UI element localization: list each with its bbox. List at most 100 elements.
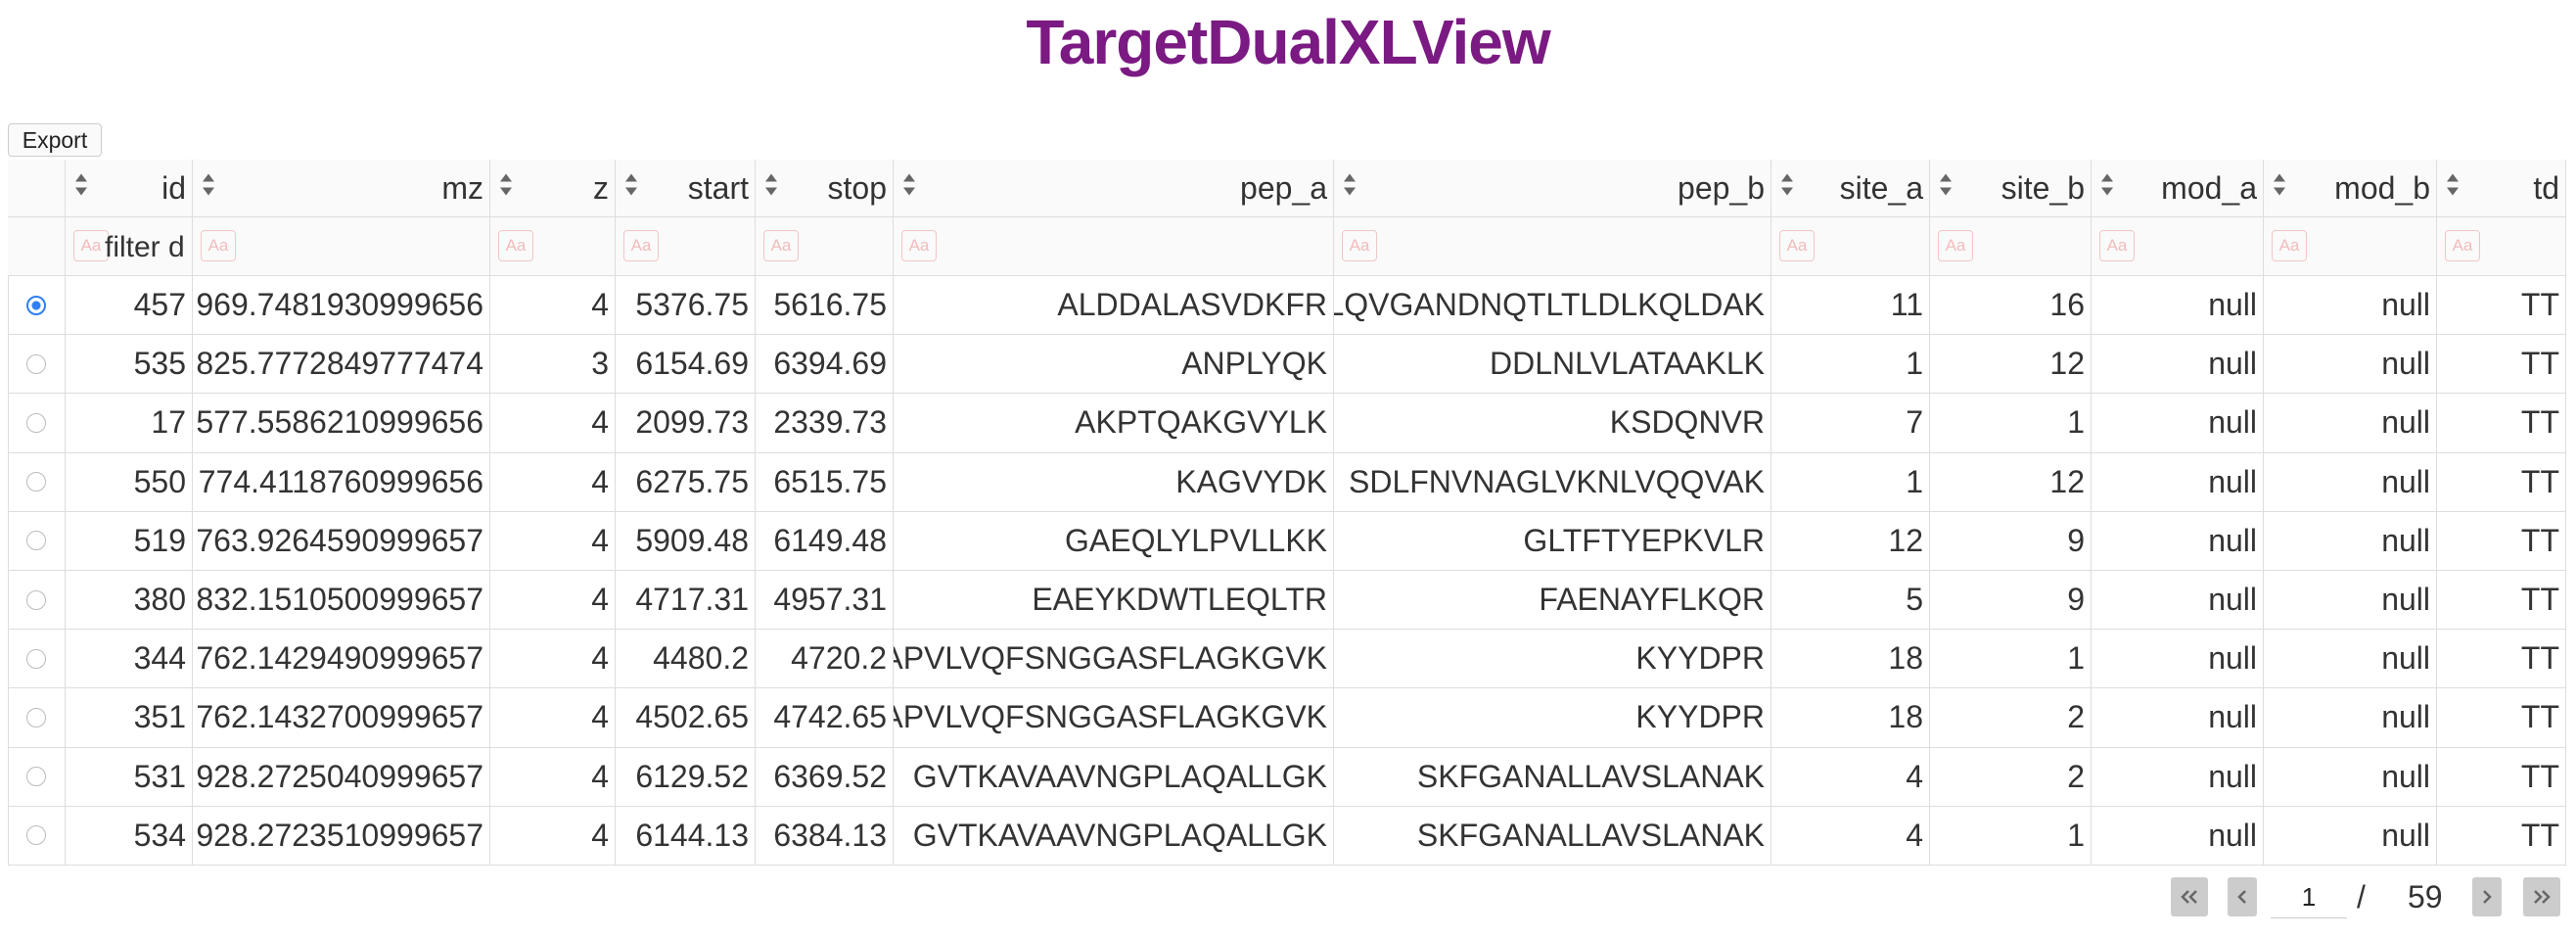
table-cell: TT (2437, 747, 2566, 807)
sort-icon[interactable] (1342, 170, 1357, 207)
table-cell: 12 (1930, 335, 2092, 395)
filter-icon[interactable]: Aa (2445, 230, 2480, 261)
table-cell: KYYDPR (1334, 688, 1771, 748)
table-cell: TT (2437, 452, 2566, 512)
table-cell: null (2092, 511, 2264, 571)
sort-icon[interactable] (73, 170, 89, 207)
header-cell[interactable]: site_b (1930, 160, 2092, 217)
header-cell[interactable]: stop (756, 160, 894, 217)
row-radio[interactable] (26, 767, 46, 787)
table-cell: null (2264, 276, 2437, 336)
header-cell[interactable]: site_a (1771, 160, 1930, 217)
table-cell: null (2264, 630, 2437, 689)
prev-page-button[interactable] (2228, 877, 2257, 916)
table-cell: 762.1432700999657 (193, 688, 490, 748)
row-radio[interactable] (26, 353, 46, 374)
filter-icon[interactable]: Aa (901, 230, 937, 261)
row-radio[interactable] (26, 825, 46, 846)
row-radio[interactable] (26, 472, 46, 492)
table-cell: KAGVYDK (894, 452, 1334, 512)
sort-icon[interactable] (498, 170, 514, 207)
sort-icon[interactable] (763, 170, 779, 207)
table-cell: ALDDALASVDKFR (894, 276, 1334, 336)
table-cell: 6129.52 (616, 747, 756, 807)
sort-icon[interactable] (1938, 170, 1954, 207)
table-cell: 5 (1771, 571, 1930, 631)
table-cell: 763.9264590999657 (193, 511, 490, 571)
filter-icon[interactable]: Aa (1938, 230, 1973, 261)
filter-cell: Aa (193, 217, 490, 276)
sort-icon[interactable] (201, 170, 216, 207)
table-cell: 12 (1930, 452, 2092, 512)
sort-icon[interactable] (2272, 170, 2287, 207)
table-cell: null (2092, 394, 2264, 453)
header-cell[interactable]: pep_b (1334, 160, 1771, 217)
header-cell (8, 160, 66, 217)
page-input[interactable]: 1 (2271, 877, 2347, 918)
table-cell: 4 (490, 276, 616, 336)
first-page-button[interactable] (2171, 877, 2208, 916)
filter-icon[interactable]: Aa (73, 230, 109, 261)
export-button[interactable]: Export (8, 123, 102, 157)
header-cell[interactable]: pep_a (894, 160, 1334, 217)
table-cell: 1 (1771, 335, 1930, 395)
filter-placeholder[interactable]: filter d (105, 231, 185, 263)
table-cell: APVLVQFSNGGASFLAGKGVK (894, 688, 1334, 748)
header-cell[interactable]: start (616, 160, 756, 217)
header-cell[interactable]: mz (193, 160, 490, 217)
last-page-button[interactable] (2523, 877, 2560, 916)
row-radio[interactable] (26, 589, 46, 610)
sort-icon[interactable] (2099, 170, 2115, 207)
table-cell: 4720.2 (756, 630, 894, 689)
table-cell: 969.7481930999656 (193, 276, 490, 336)
sort-icon[interactable] (623, 170, 639, 207)
filter-icon[interactable]: Aa (201, 230, 236, 261)
header-cell[interactable]: z (490, 160, 616, 217)
page-total: 59 (2408, 878, 2443, 915)
table-cell: null (2092, 335, 2264, 395)
table-cell: TT (2437, 571, 2566, 631)
table-cell: 2 (1930, 688, 2092, 748)
table-cell: 6384.13 (756, 806, 894, 866)
sort-icon[interactable] (2445, 170, 2461, 207)
filter-cell: Aa (2437, 217, 2566, 276)
filter-icon[interactable]: Aa (498, 230, 533, 261)
table-cell: 2339.73 (756, 394, 894, 453)
filter-icon[interactable]: Aa (763, 230, 799, 261)
column-header: site_a (1839, 169, 1923, 206)
filter-icon[interactable]: Aa (2272, 230, 2307, 261)
column-header: mz (441, 169, 483, 206)
table-cell: 928.2725040999657 (193, 747, 490, 807)
table-cell: 6369.52 (756, 747, 894, 807)
header-cell[interactable]: mod_a (2092, 160, 2264, 217)
row-radio[interactable] (26, 648, 46, 669)
row-radio[interactable] (26, 531, 46, 551)
table-cell: 531 (66, 747, 193, 807)
filter-cell: Aa (756, 217, 894, 276)
header-cell[interactable]: mod_b (2264, 160, 2437, 217)
row-radio[interactable] (26, 295, 46, 315)
table-cell: null (2264, 452, 2437, 512)
filter-cell: Aa filter d (66, 217, 193, 276)
filter-cell: Aa (1930, 217, 2092, 276)
row-radio[interactable] (26, 707, 46, 727)
header-cell[interactable]: id (66, 160, 193, 217)
table-cell: 4480.2 (616, 630, 756, 689)
table-cell: SKFGANALLAVSLANAK (1334, 747, 1771, 807)
filter-icon[interactable]: Aa (623, 230, 659, 261)
row-radio[interactable] (26, 412, 46, 433)
table-cell: 3 (490, 335, 616, 395)
table-cell: APVLVQFSNGGASFLAGKGVK (894, 630, 1334, 689)
filter-icon[interactable]: Aa (1779, 230, 1815, 261)
filter-icon[interactable]: Aa (1342, 230, 1377, 261)
sort-icon[interactable] (901, 170, 917, 207)
header-cell[interactable]: td (2437, 160, 2566, 217)
table-cell: 774.4118760999656 (193, 452, 490, 512)
filter-icon[interactable]: Aa (2099, 230, 2135, 261)
sort-icon[interactable] (1779, 170, 1795, 207)
filter-cell: Aa (616, 217, 756, 276)
next-page-button[interactable] (2472, 877, 2502, 916)
table-cell: null (2264, 511, 2437, 571)
column-header: pep_a (1240, 169, 1327, 206)
